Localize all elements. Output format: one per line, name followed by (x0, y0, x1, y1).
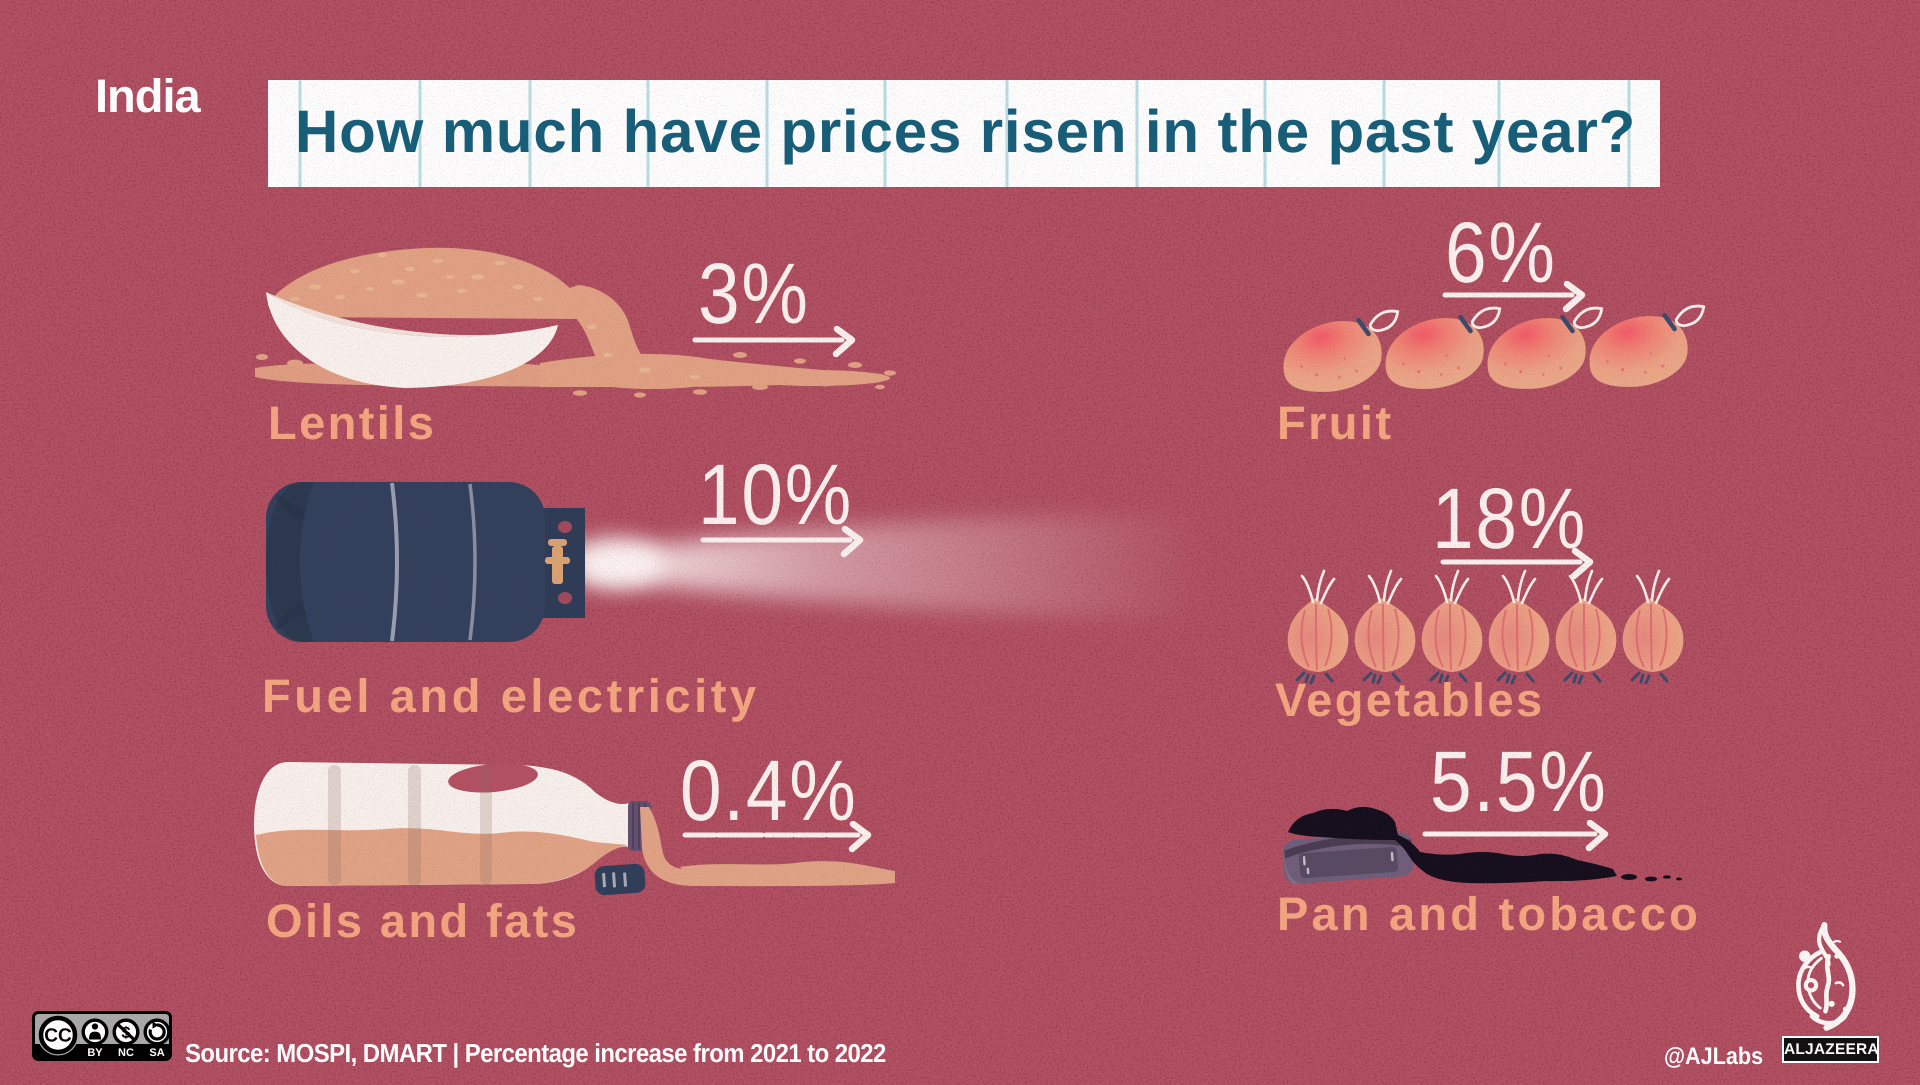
svg-text:BY: BY (87, 1047, 103, 1059)
svg-text:SA: SA (149, 1047, 164, 1059)
svg-text:NC: NC (118, 1047, 134, 1059)
svg-text:CC: CC (44, 1026, 72, 1047)
